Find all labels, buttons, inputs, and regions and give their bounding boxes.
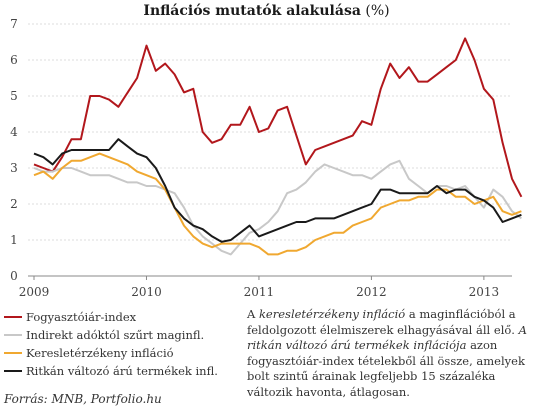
legend-label: Ritkán változó árú termékek infl. bbox=[26, 364, 218, 378]
series-line-4 bbox=[33, 138, 522, 243]
x-tick-label: 2009 bbox=[19, 285, 50, 299]
legend-item: Keresletérzékeny infláció bbox=[4, 346, 174, 360]
x-tick-label: 2010 bbox=[131, 285, 162, 299]
x-tick-label: 2013 bbox=[469, 285, 500, 299]
y-tick-label: 6 bbox=[10, 53, 18, 67]
legend-label: Fogyasztóiár-index bbox=[26, 310, 137, 324]
legend-swatch bbox=[4, 352, 22, 354]
legend-item: Fogyasztóiár-index bbox=[4, 310, 136, 324]
series-line-1 bbox=[33, 37, 523, 198]
legend-swatch bbox=[4, 334, 22, 336]
chart-title: Inflációs mutatók alakulása (%) bbox=[143, 3, 390, 19]
y-tick-label: 4 bbox=[10, 125, 18, 139]
legend-item: Indirekt adóktól szűrt maginfl. bbox=[4, 328, 204, 342]
y-tick-label: 0 bbox=[10, 269, 18, 283]
y-tick-label: 7 bbox=[10, 17, 18, 31]
x-tick-label: 2011 bbox=[244, 285, 275, 299]
chart-note: A keresletérzékeny infláció a maginfláci… bbox=[247, 307, 527, 399]
series-line-2 bbox=[33, 159, 523, 256]
x-tick-label: 2012 bbox=[356, 285, 387, 299]
legend-label: Indirekt adóktól szűrt maginfl. bbox=[26, 328, 205, 342]
y-tick-label: 2 bbox=[10, 197, 18, 211]
legend-item: Ritkán változó árú termékek infl. bbox=[4, 364, 218, 378]
legend-swatch bbox=[4, 316, 22, 318]
source-note: Forrás: MNB, Portfolio.hu bbox=[4, 392, 162, 406]
y-tick-label: 5 bbox=[10, 89, 18, 103]
legend-label: Keresletérzékeny infláció bbox=[26, 346, 174, 360]
legend-swatch bbox=[4, 370, 22, 372]
y-tick-label: 1 bbox=[10, 233, 18, 247]
y-tick-label: 3 bbox=[10, 161, 18, 175]
